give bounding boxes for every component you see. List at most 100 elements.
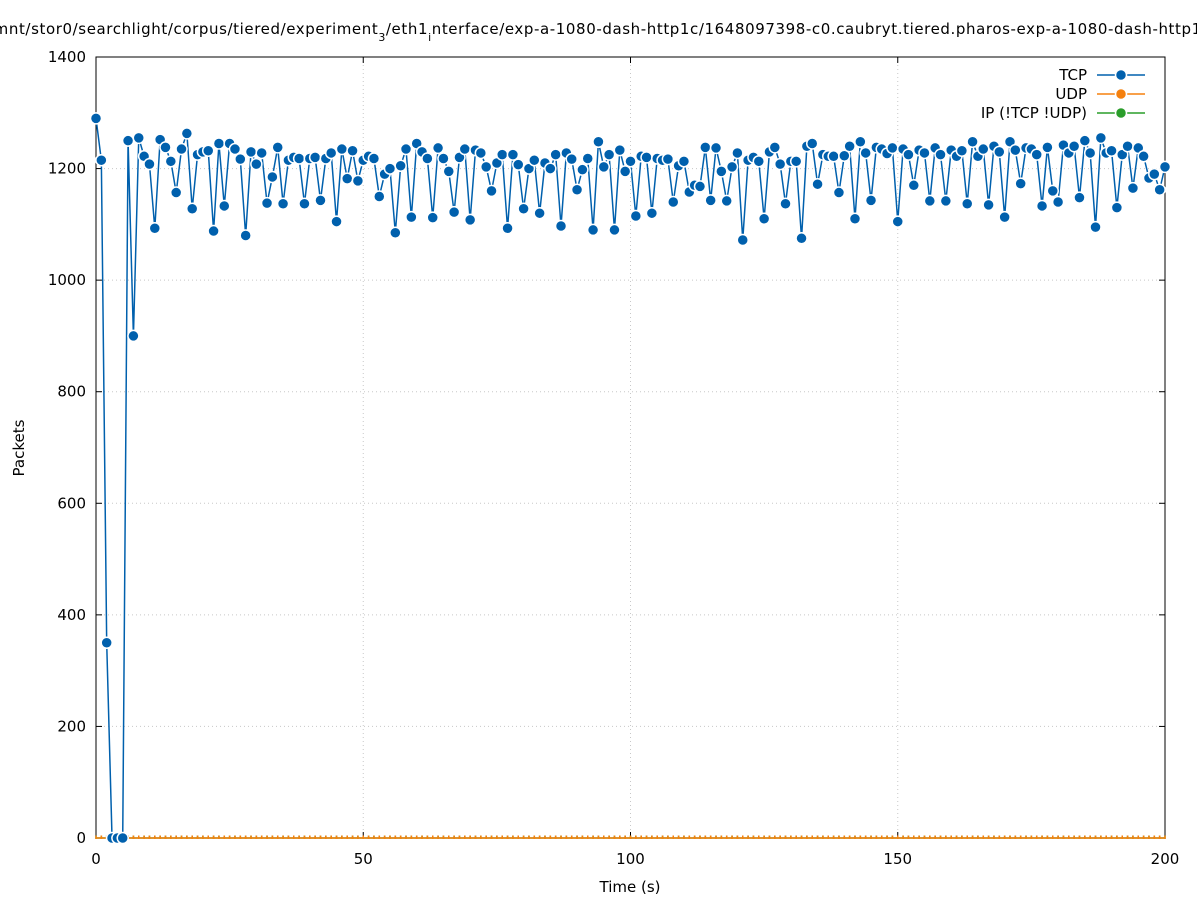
data-point xyxy=(95,153,108,167)
data-point xyxy=(736,233,749,247)
data-point xyxy=(854,135,867,149)
data-point xyxy=(715,165,728,178)
data-point xyxy=(789,155,803,168)
data-point xyxy=(116,831,129,845)
data-point xyxy=(426,211,439,224)
x-tick-label: 100 xyxy=(616,850,645,868)
data-point xyxy=(576,163,589,176)
data-point xyxy=(1030,148,1043,161)
data-point xyxy=(768,141,782,154)
data-point xyxy=(779,197,792,210)
title-part: i xyxy=(428,31,431,44)
data-point xyxy=(1073,191,1086,204)
data-point xyxy=(661,152,675,166)
data-point xyxy=(373,190,386,203)
data-point xyxy=(528,153,541,167)
data-point xyxy=(207,224,220,238)
data-point xyxy=(993,145,1006,159)
data-point xyxy=(1126,181,1140,195)
data-point xyxy=(255,146,268,160)
data-point xyxy=(474,146,488,160)
y-tick-label: 600 xyxy=(57,494,86,512)
data-point xyxy=(89,112,103,125)
data-point xyxy=(923,194,937,208)
legend-label: TCP xyxy=(1058,66,1087,84)
x-tick-label: 0 xyxy=(91,850,101,868)
data-point xyxy=(709,141,723,155)
data-point xyxy=(346,144,359,157)
title-part: /eth1 xyxy=(386,20,428,38)
data-point xyxy=(939,194,953,208)
data-point xyxy=(340,172,354,185)
data-point xyxy=(902,148,915,161)
data-point xyxy=(966,135,979,149)
data-point xyxy=(848,212,862,226)
data-point xyxy=(757,212,771,226)
data-point xyxy=(565,152,578,166)
data-point xyxy=(838,149,851,162)
data-point xyxy=(805,137,819,150)
data-point xyxy=(1137,150,1150,163)
data-point xyxy=(1009,143,1022,157)
data-point xyxy=(704,194,717,207)
data-point xyxy=(934,148,947,161)
data-point xyxy=(330,215,343,228)
data-point xyxy=(276,197,290,210)
data-point xyxy=(570,183,584,197)
data-point xyxy=(827,150,840,163)
legend-marker xyxy=(1114,87,1128,101)
data-point xyxy=(244,145,258,159)
data-point xyxy=(720,194,733,208)
data-point xyxy=(1153,183,1166,197)
data-point xyxy=(180,127,194,140)
data-point xyxy=(592,135,605,149)
data-point xyxy=(977,142,990,156)
data-point xyxy=(127,329,140,343)
data-point xyxy=(982,198,995,212)
data-point xyxy=(864,194,878,207)
data-point xyxy=(613,143,627,157)
data-point xyxy=(891,215,904,228)
data-point xyxy=(1110,201,1124,214)
data-point xyxy=(175,142,188,156)
legend-label: IP (!TCP !UDP) xyxy=(981,104,1087,122)
data-point xyxy=(640,151,653,164)
data-point xyxy=(1035,199,1049,213)
title-part: nterface/exp-a-1080-dash-http1c/16480973… xyxy=(432,20,1197,38)
data-point xyxy=(1014,177,1027,190)
x-axis-label: Time (s) xyxy=(599,878,661,896)
data-point xyxy=(421,152,434,165)
data-point xyxy=(581,152,594,165)
x-tick-label: 50 xyxy=(354,850,373,868)
data-point xyxy=(624,155,637,168)
data-point xyxy=(918,146,931,160)
data-point xyxy=(1148,167,1161,181)
legend-marker xyxy=(1114,106,1128,120)
data-point xyxy=(618,165,632,178)
data-point xyxy=(463,213,477,227)
data-point xyxy=(314,194,327,207)
data-point xyxy=(811,177,824,191)
data-point xyxy=(506,148,520,161)
data-point xyxy=(677,155,691,168)
legend-marker xyxy=(1114,68,1128,82)
data-point xyxy=(234,152,247,166)
data-point xyxy=(335,142,349,156)
data-point xyxy=(447,205,461,219)
data-point xyxy=(308,151,322,164)
y-tick-label: 800 xyxy=(57,383,86,401)
data-point xyxy=(292,152,306,165)
data-point xyxy=(907,179,921,192)
data-point xyxy=(405,210,418,224)
data-point xyxy=(298,197,311,210)
data-point xyxy=(554,219,568,233)
legend-label: UDP xyxy=(1055,85,1087,103)
y-axis-label: Packets xyxy=(10,419,28,476)
x-tick-label: 200 xyxy=(1151,850,1180,868)
data-point xyxy=(485,184,498,198)
data-point xyxy=(159,141,172,154)
data-point xyxy=(250,157,263,171)
data-point xyxy=(859,146,872,160)
data-point xyxy=(266,170,279,184)
data-point xyxy=(100,636,113,649)
